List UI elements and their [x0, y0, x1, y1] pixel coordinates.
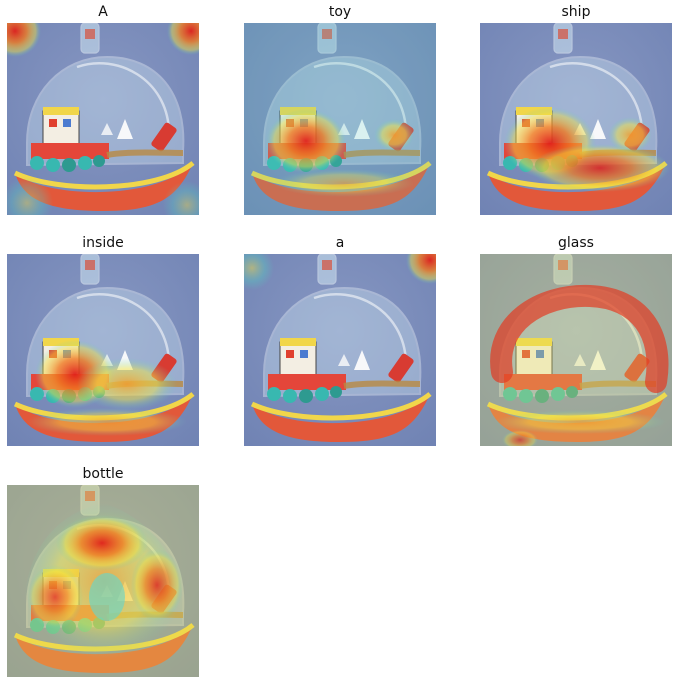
panel-title: glass	[558, 235, 594, 251]
panel-title: a	[335, 235, 345, 251]
attention-map-image	[244, 254, 436, 446]
attention-map-image	[7, 485, 199, 677]
panel-title: toy	[328, 4, 352, 20]
attention-map-image	[244, 23, 436, 215]
attention-map-image	[480, 254, 672, 446]
panel-title: inside	[82, 235, 124, 251]
attention-map-image	[480, 23, 672, 215]
panel-title: A	[98, 4, 108, 20]
panel-title: ship	[561, 4, 591, 20]
panel-title: bottle	[82, 466, 124, 482]
attention-map-image	[7, 23, 199, 215]
attention-map-image	[7, 254, 199, 446]
